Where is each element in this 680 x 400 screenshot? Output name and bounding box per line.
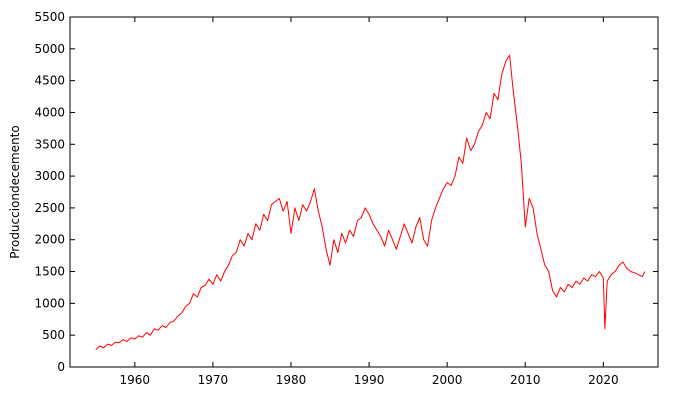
y-tick-label: 2500 — [34, 201, 65, 215]
y-tick-label: 1500 — [34, 265, 65, 279]
axis-ticks: 0 500 1000 1500 2000 2500 3000 3500 4000 4500 5000… — [34, 10, 658, 387]
x-tick-label: 1960 — [120, 373, 151, 387]
y-tick-label: 3500 — [34, 137, 65, 151]
x-tick-label: 2010 — [510, 373, 541, 387]
x-tick-label: 1970 — [198, 373, 229, 387]
y-tick-label: 2000 — [34, 233, 65, 247]
x-tick-label: 1980 — [276, 373, 307, 387]
x-tick-label: 2020 — [588, 373, 619, 387]
x-tick-label: 1990 — [354, 373, 385, 387]
y-axis-title-text: Producciondecemento — [8, 125, 22, 258]
y-axis-title: Producciondecemento — [8, 125, 22, 258]
y-tick-label: 500 — [42, 328, 65, 342]
y-tick-label: 0 — [57, 360, 65, 374]
y-tick-label: 1000 — [34, 296, 65, 310]
y-tick-label: 5500 — [34, 10, 65, 24]
y-tick-label: 4000 — [34, 105, 65, 119]
plot-frame — [69, 16, 659, 368]
series-line — [95, 54, 646, 351]
y-tick-label: 5000 — [34, 42, 65, 56]
x-tick-label: 2000 — [432, 373, 463, 387]
y-tick-label: 4500 — [34, 74, 65, 88]
y-tick-label: 3000 — [34, 169, 65, 183]
series-layer — [95, 54, 646, 351]
